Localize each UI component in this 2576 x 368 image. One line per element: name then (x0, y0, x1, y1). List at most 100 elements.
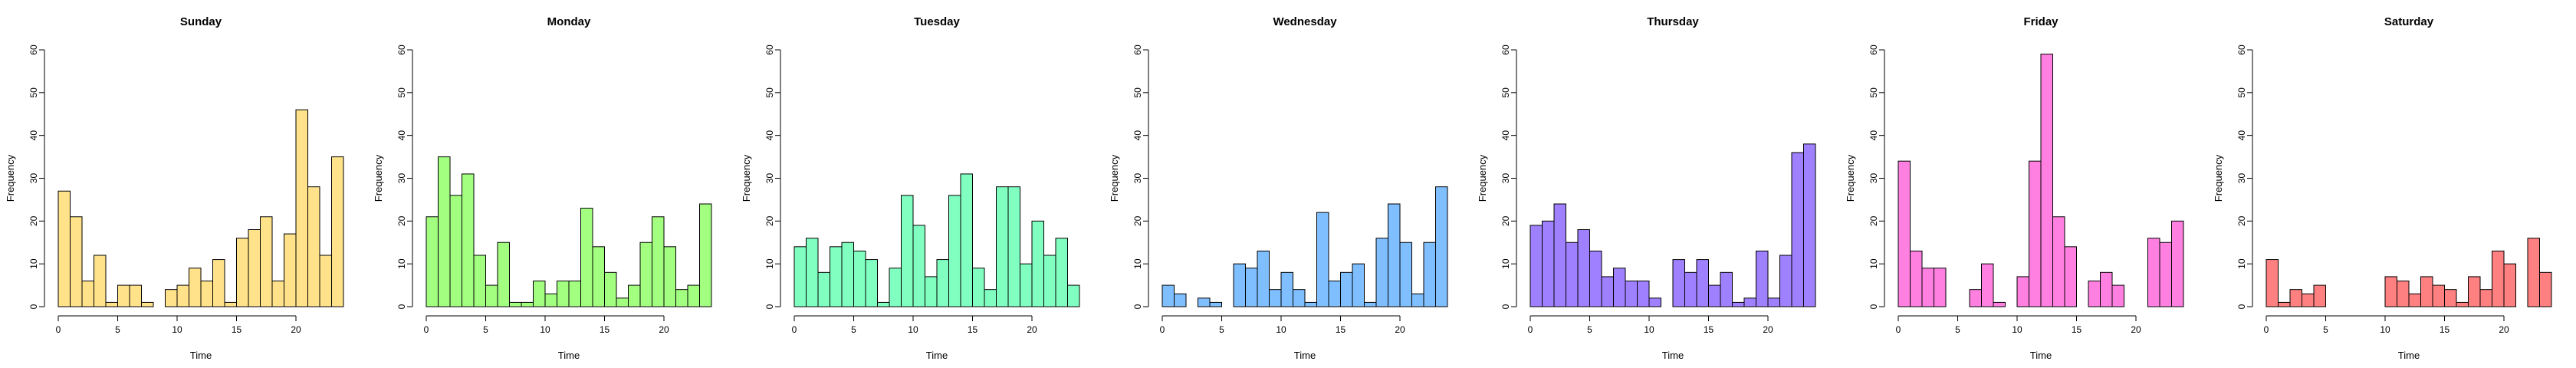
histogram-bar (1209, 301, 1222, 307)
y-tick-label: 40 (764, 130, 775, 141)
histogram-bar (1767, 297, 1780, 307)
histogram-bar (1910, 250, 1923, 307)
histogram-panel: Monday 0 10 20 30 40 50 60 0 5 10 15 20 Time Frequency (368, 0, 736, 368)
y-tick-label: 20 (2236, 215, 2247, 226)
histogram-bar (1067, 284, 1080, 307)
x-tick-label: 15 (2072, 324, 2082, 335)
histogram-bar (687, 284, 700, 307)
y-tick-label: 30 (764, 173, 775, 184)
histogram-bar (592, 246, 605, 307)
histogram-bar (462, 173, 475, 307)
histogram-bar (1637, 281, 1650, 307)
y-tick-label: 50 (1868, 87, 1879, 98)
histogram-bar (236, 238, 249, 307)
histogram-bar (2278, 301, 2291, 307)
histogram-bar (557, 281, 570, 307)
histogram-bar (1720, 271, 1733, 307)
x-tick-label: 5 (1587, 324, 1592, 335)
y-tick-label: 30 (396, 173, 407, 184)
x-tick-label: 15 (968, 324, 978, 335)
histogram-bar (1399, 242, 1412, 307)
histogram-bar (889, 268, 902, 307)
histogram-bar (806, 238, 819, 307)
y-tick-label: 30 (1868, 173, 1879, 184)
histogram-bar (1542, 220, 1555, 307)
histogram-bar (497, 242, 510, 307)
histogram-bar (628, 284, 641, 307)
histogram-bar (2408, 293, 2421, 307)
x-tick-label: 15 (1336, 324, 1346, 335)
histogram-bar (794, 246, 807, 307)
y-axis-label: Frequency (2213, 154, 2224, 202)
histogram-bar (1708, 284, 1721, 307)
histogram-bar (189, 268, 202, 307)
x-axis-label: Time (1294, 350, 1316, 361)
x-tick-label: 20 (291, 324, 301, 335)
chart-title: Thursday (1647, 15, 1699, 28)
y-axis-label: Frequency (741, 154, 752, 202)
histogram-bar (1625, 281, 1638, 307)
histogram-bar (1696, 259, 1709, 307)
chart-title: Wednesday (1273, 15, 1337, 28)
histogram-bar (533, 281, 546, 307)
histogram-bar (1257, 250, 1270, 307)
histogram-bar (580, 208, 593, 307)
x-tick-label: 5 (851, 324, 856, 335)
histogram-bar (141, 301, 154, 307)
histogram-bar (2503, 263, 2516, 307)
histogram-bar (58, 190, 71, 307)
x-tick-label: 10 (172, 324, 182, 335)
histogram-bar (1553, 203, 1566, 307)
histogram-bar (604, 271, 617, 307)
x-tick-label: 5 (483, 324, 488, 335)
histogram-bar (853, 250, 866, 307)
histogram-bar (2088, 281, 2101, 307)
y-tick-label: 60 (396, 44, 407, 55)
histogram-bar (1756, 250, 1769, 307)
histogram-bar (1304, 301, 1317, 307)
y-tick-label: 30 (2236, 173, 2247, 184)
y-tick-label: 10 (1132, 258, 1143, 269)
histogram-bar (1162, 284, 1175, 307)
histogram-bar (2029, 160, 2042, 307)
histogram-bar (81, 281, 94, 307)
y-tick-label: 60 (1500, 44, 1511, 55)
histogram-bar (1803, 143, 1816, 307)
y-tick-label: 0 (1132, 304, 1143, 309)
histogram-bar (248, 229, 261, 307)
histogram-bar (1055, 238, 1068, 307)
x-tick-label: 5 (1955, 324, 1960, 335)
histogram-bar (1791, 152, 1804, 307)
histogram-bar (830, 246, 843, 307)
x-tick-label: 15 (600, 324, 610, 335)
y-tick-label: 50 (1132, 87, 1143, 98)
chart-title: Saturday (2384, 15, 2434, 28)
histogram-bar (1364, 301, 1377, 307)
histogram-bar (1316, 212, 1329, 307)
histogram-svg: Sunday 0 10 20 30 40 50 60 0 5 10 15 20 Time Frequency (5, 15, 344, 361)
histogram-bar (2111, 284, 2124, 307)
histogram-bar (1340, 271, 1353, 307)
histogram-bar (901, 195, 914, 307)
histogram-bar (176, 284, 189, 307)
histogram-bar (200, 281, 213, 307)
histogram-bar (260, 216, 273, 307)
y-tick-label: 20 (1500, 215, 1511, 226)
histogram-bar (652, 216, 665, 307)
x-tick-label: 15 (2440, 324, 2450, 335)
x-tick-label: 0 (56, 324, 61, 335)
histogram-bar (2527, 238, 2540, 307)
histogram-bar (2266, 259, 2279, 307)
x-tick-label: 0 (792, 324, 797, 335)
histogram-bar (1898, 160, 1911, 307)
y-tick-label: 30 (1132, 173, 1143, 184)
histogram-bar (996, 186, 1009, 307)
x-axis-label: Time (2030, 350, 2052, 361)
histogram-panel: Wednesday 0 10 20 30 40 50 60 0 5 10 15 20 Time Freque… (1104, 0, 1472, 368)
histogram-bar (699, 203, 712, 307)
histogram-bar (438, 156, 451, 307)
y-axis-label: Frequency (1477, 154, 1488, 202)
y-tick-label: 50 (2236, 87, 2247, 98)
y-tick-label: 20 (1132, 215, 1143, 226)
histogram-bar (639, 242, 652, 307)
